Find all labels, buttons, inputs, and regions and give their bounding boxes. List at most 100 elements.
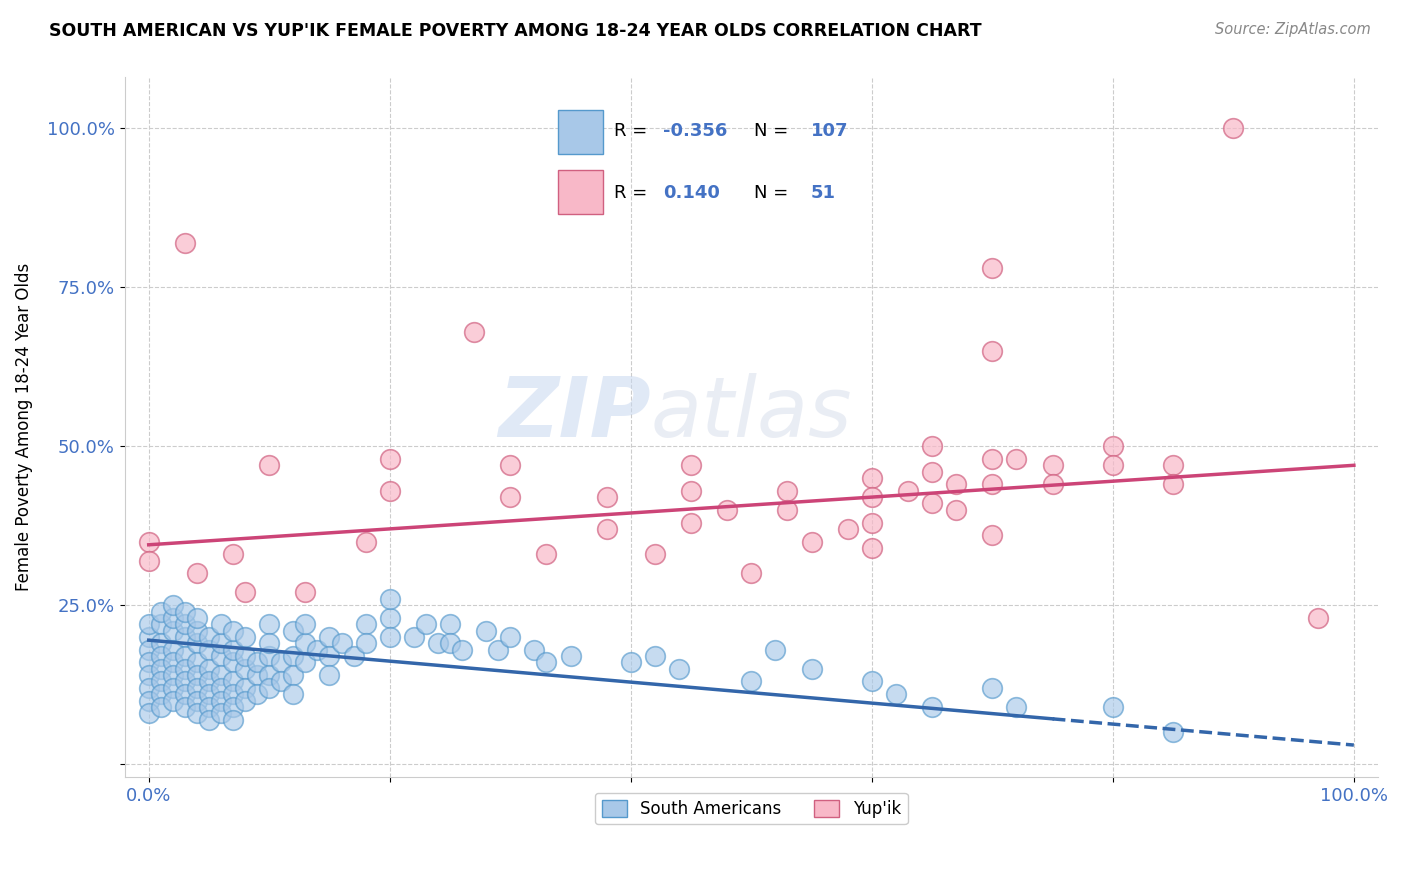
Point <box>186 624 208 638</box>
Point <box>138 693 160 707</box>
Point <box>209 706 232 721</box>
Point <box>222 674 245 689</box>
Point <box>740 566 762 581</box>
Point <box>439 617 461 632</box>
Point <box>270 656 292 670</box>
Point <box>1161 725 1184 739</box>
Point <box>536 547 558 561</box>
Point <box>884 687 907 701</box>
Point <box>198 713 221 727</box>
Point <box>595 522 617 536</box>
Point <box>283 624 305 638</box>
Point <box>354 617 377 632</box>
Point <box>426 636 449 650</box>
Point <box>138 534 160 549</box>
Point <box>222 687 245 701</box>
Point <box>173 235 195 250</box>
Point <box>378 591 401 606</box>
Point <box>149 617 172 632</box>
Point <box>233 693 256 707</box>
Point <box>162 668 184 682</box>
Point <box>233 630 256 644</box>
Point <box>1101 439 1123 453</box>
Point <box>222 656 245 670</box>
Point <box>402 630 425 644</box>
Point <box>138 656 160 670</box>
Point <box>173 674 195 689</box>
Point <box>1042 458 1064 473</box>
Point <box>921 439 943 453</box>
Point <box>716 503 738 517</box>
Point <box>186 611 208 625</box>
Point <box>860 674 883 689</box>
Point <box>162 642 184 657</box>
Point <box>173 630 195 644</box>
Point <box>138 668 160 682</box>
Point <box>451 642 474 657</box>
Point <box>173 605 195 619</box>
Point <box>283 687 305 701</box>
Point <box>499 630 522 644</box>
Point <box>981 528 1004 542</box>
Point <box>138 554 160 568</box>
Point <box>149 636 172 650</box>
Point <box>186 656 208 670</box>
Point <box>897 483 920 498</box>
Point <box>1306 611 1329 625</box>
Text: ZIP: ZIP <box>498 373 651 454</box>
Point <box>257 617 280 632</box>
Point <box>486 642 509 657</box>
Point <box>921 465 943 479</box>
Point <box>860 516 883 530</box>
Point <box>149 648 172 663</box>
Point <box>246 656 269 670</box>
Point <box>318 648 340 663</box>
Point <box>233 681 256 695</box>
Point <box>186 706 208 721</box>
Point <box>294 636 316 650</box>
Point <box>198 662 221 676</box>
Point <box>644 648 666 663</box>
Point <box>173 662 195 676</box>
Point <box>800 662 823 676</box>
Point <box>186 693 208 707</box>
Point <box>318 668 340 682</box>
Point <box>162 598 184 612</box>
Point <box>173 700 195 714</box>
Point <box>138 630 160 644</box>
Point <box>149 605 172 619</box>
Point <box>860 490 883 504</box>
Point <box>198 642 221 657</box>
Point <box>173 617 195 632</box>
Point <box>679 483 702 498</box>
Point <box>860 471 883 485</box>
Point <box>921 700 943 714</box>
Point <box>198 700 221 714</box>
Point <box>354 636 377 650</box>
Point <box>162 656 184 670</box>
Point <box>342 648 364 663</box>
Point <box>1042 477 1064 491</box>
Text: SOUTH AMERICAN VS YUP'IK FEMALE POVERTY AMONG 18-24 YEAR OLDS CORRELATION CHART: SOUTH AMERICAN VS YUP'IK FEMALE POVERTY … <box>49 22 981 40</box>
Point <box>523 642 546 657</box>
Point <box>837 522 859 536</box>
Point <box>138 642 160 657</box>
Point <box>415 617 437 632</box>
Point <box>294 617 316 632</box>
Point <box>257 668 280 682</box>
Point <box>222 700 245 714</box>
Point <box>138 706 160 721</box>
Point <box>209 693 232 707</box>
Point <box>173 648 195 663</box>
Point <box>222 547 245 561</box>
Point <box>149 674 172 689</box>
Point <box>294 656 316 670</box>
Point <box>679 458 702 473</box>
Point <box>186 566 208 581</box>
Point <box>378 630 401 644</box>
Point <box>270 674 292 689</box>
Point <box>1005 700 1028 714</box>
Point <box>776 483 799 498</box>
Point <box>1101 458 1123 473</box>
Point <box>945 503 967 517</box>
